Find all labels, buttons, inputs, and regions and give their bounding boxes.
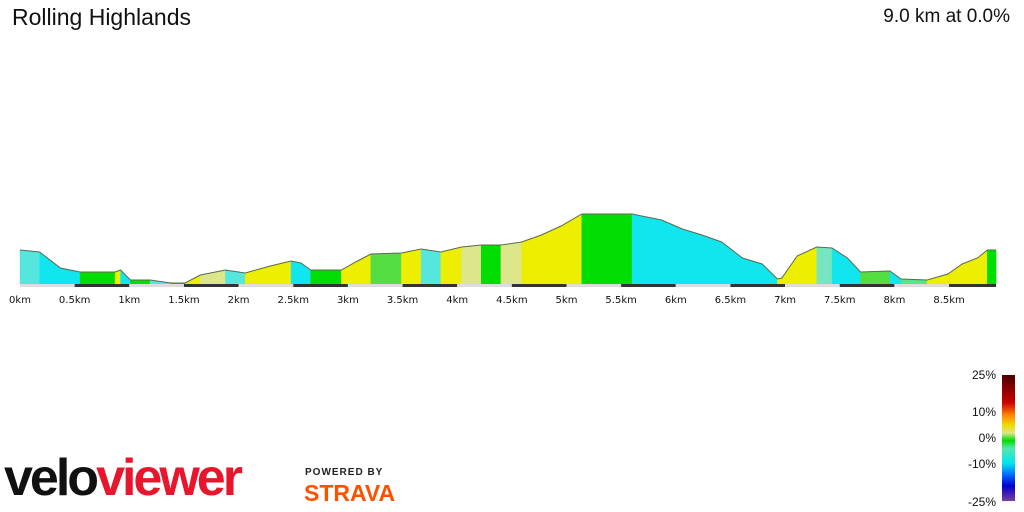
profile-segment — [39, 251, 61, 285]
x-tick-label: 1km — [118, 295, 140, 306]
x-tick-label: 7km — [774, 295, 796, 306]
profile-segment — [480, 244, 502, 285]
profile-segment — [947, 263, 963, 285]
profile-segment — [977, 249, 988, 285]
distance-scale-segment — [457, 284, 512, 287]
x-tick-label: 6km — [665, 295, 687, 306]
distance-scale-segment — [566, 284, 622, 287]
profile-segment — [270, 260, 292, 285]
profile-segment — [370, 252, 402, 285]
distance-scale-segment — [293, 284, 348, 287]
gradient-legend-bar — [1002, 375, 1015, 501]
profile-segment — [631, 213, 662, 285]
x-tick-label: 5km — [556, 295, 578, 306]
profile-segment — [500, 241, 522, 285]
profile-segment — [521, 234, 542, 285]
legend-label-10: 10% — [971, 405, 996, 419]
profile-segment — [19, 249, 40, 285]
profile-segment — [541, 225, 562, 285]
distance-scale-segment — [675, 284, 731, 287]
profile-segment — [860, 270, 891, 285]
x-tick-label: 4km — [446, 295, 468, 306]
x-tick-label: 6.5km — [715, 295, 746, 306]
profile-segment — [79, 271, 116, 285]
profile-segment — [661, 219, 683, 285]
profile-segment — [742, 257, 763, 285]
profile-segment — [581, 213, 633, 285]
legend-label-25: 25% — [971, 368, 996, 382]
profile-segment — [310, 269, 342, 285]
elevation-profile-chart: 0km 0.5km 1km 1.5km 2km 2.5km 3km 3.5km 4km 4.5km… — [9, 213, 997, 306]
x-tick-label: 4.5km — [496, 295, 527, 306]
profile-segment — [987, 249, 997, 285]
distance-scale-segment — [785, 284, 840, 287]
route-summary: 9.0 km at 0.0% — [883, 6, 1010, 27]
distance-scale-segment — [730, 284, 786, 287]
profile-segment — [721, 241, 743, 285]
profile-segment — [816, 246, 833, 285]
distance-scale-segment — [402, 284, 458, 287]
profile-segment — [290, 260, 302, 285]
profile-segment — [781, 255, 798, 285]
profile-segment — [440, 246, 462, 285]
logo-velo: velo — [4, 449, 99, 507]
profile-segment — [420, 248, 442, 285]
distance-scale-segment — [949, 284, 997, 287]
x-tick-label: 0km — [9, 295, 31, 306]
x-tick-label: 3.5km — [387, 295, 418, 306]
logo-viewer: viewer — [96, 449, 243, 507]
veloviewer-logo[interactable]: veloviewer — [4, 449, 243, 507]
distance-scale-segment — [511, 284, 567, 287]
route-title: Rolling Highlands — [12, 4, 191, 30]
distance-scale-segment — [347, 284, 403, 287]
x-tick-label: 2km — [228, 295, 250, 306]
profile-segment — [244, 265, 271, 285]
x-tick-label: 8.5km — [933, 295, 964, 306]
x-tick-label: 7.5km — [824, 295, 855, 306]
distance-scale-segment — [129, 284, 184, 287]
powered-by-label: POWERED BY — [305, 467, 384, 478]
x-tick-label: 1.5km — [168, 295, 199, 306]
distance-scale-segment — [74, 284, 130, 287]
x-tick-label: 0.5km — [59, 295, 90, 306]
x-tick-label: 8km — [883, 295, 905, 306]
profile-segment — [701, 234, 722, 285]
profile-segment — [401, 248, 422, 285]
strava-logo[interactable]: STRAVA — [304, 480, 396, 506]
distance-scale-segment — [20, 284, 75, 287]
legend-label-minus25: -25% — [967, 495, 996, 509]
profile-segment — [847, 257, 861, 285]
profile-segment — [796, 246, 818, 285]
profile-segment — [130, 279, 151, 285]
x-tick-label: 2.5km — [278, 295, 309, 306]
profile-segment — [961, 257, 978, 285]
profile-segment — [682, 228, 703, 285]
profile-segment — [761, 263, 778, 285]
profile-outline — [19, 213, 997, 284]
distance-scale-segment — [839, 284, 895, 287]
legend-label-0: 0% — [978, 431, 996, 445]
profile-segment — [461, 244, 482, 285]
legend-label-minus10: -10% — [967, 457, 996, 471]
profile-segment — [341, 261, 356, 285]
x-tick-label: 3km — [337, 295, 359, 306]
distance-scale-segment — [238, 284, 294, 287]
x-tick-label: 5.5km — [605, 295, 636, 306]
distance-scale-segment — [183, 284, 239, 287]
distance-scale-segment — [894, 284, 950, 287]
distance-scale-segment — [621, 284, 676, 287]
